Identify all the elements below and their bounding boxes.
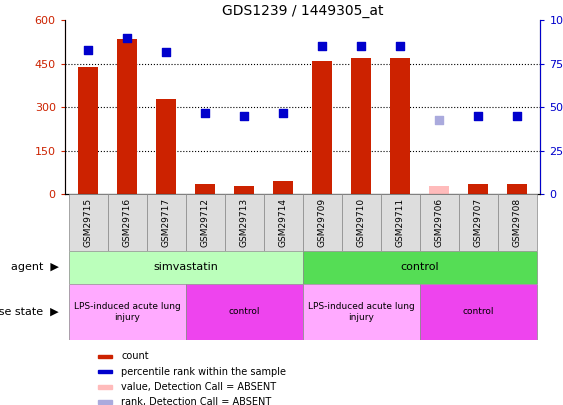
Bar [303, 194, 342, 251]
Bar [69, 194, 108, 251]
Bar [225, 194, 263, 251]
Bar [390, 58, 410, 194]
Text: GSM29712: GSM29712 [200, 198, 209, 247]
Point [84, 47, 93, 53]
Bar [69, 284, 186, 340]
Text: GSM29717: GSM29717 [162, 198, 171, 247]
Text: GSM29709: GSM29709 [318, 198, 327, 247]
Bar [468, 184, 488, 194]
Point [240, 113, 249, 119]
Text: GSM29716: GSM29716 [123, 198, 132, 247]
Text: count: count [122, 352, 149, 361]
Point [200, 109, 209, 116]
Text: control: control [462, 307, 494, 316]
Text: value, Detection Call = ABSENT: value, Detection Call = ABSENT [122, 382, 276, 392]
Bar [419, 284, 537, 340]
Text: GSM29708: GSM29708 [512, 198, 521, 247]
Bar [97, 370, 112, 373]
Bar [274, 181, 293, 194]
Text: GSM29710: GSM29710 [356, 198, 365, 247]
Point [435, 116, 444, 123]
Bar [146, 194, 186, 251]
Text: GSM29714: GSM29714 [279, 198, 288, 247]
Text: GSM29713: GSM29713 [240, 198, 249, 247]
Text: GSM29711: GSM29711 [396, 198, 405, 247]
Bar [498, 194, 537, 251]
Bar [186, 194, 225, 251]
Text: GSM29707: GSM29707 [473, 198, 482, 247]
Bar [234, 186, 254, 194]
Bar [97, 385, 112, 389]
Bar [78, 67, 98, 194]
Point [473, 113, 482, 119]
Bar [312, 61, 332, 194]
Bar [303, 251, 537, 284]
Bar [419, 194, 459, 251]
Bar [459, 194, 498, 251]
Point [396, 43, 405, 50]
Bar [381, 194, 419, 251]
Text: control: control [400, 262, 439, 272]
Point [318, 43, 327, 50]
Bar [97, 355, 112, 358]
Text: control: control [229, 307, 260, 316]
Text: percentile rank within the sample: percentile rank within the sample [122, 367, 287, 377]
Text: LPS-induced acute lung
injury: LPS-induced acute lung injury [308, 302, 414, 322]
Point [356, 43, 365, 50]
Text: GSM29715: GSM29715 [84, 198, 93, 247]
Bar [351, 58, 371, 194]
Bar [108, 194, 146, 251]
Text: GSM29706: GSM29706 [435, 198, 444, 247]
Bar [186, 284, 303, 340]
Bar [430, 185, 449, 194]
Text: rank, Detection Call = ABSENT: rank, Detection Call = ABSENT [122, 397, 272, 405]
Bar [507, 184, 527, 194]
Bar [97, 400, 112, 404]
Text: LPS-induced acute lung
injury: LPS-induced acute lung injury [74, 302, 181, 322]
Bar [195, 184, 215, 194]
Text: disease state  ▶: disease state ▶ [0, 307, 59, 317]
Title: GDS1239 / 1449305_at: GDS1239 / 1449305_at [222, 4, 383, 18]
Point [162, 48, 171, 55]
Bar [157, 99, 176, 194]
Point [279, 109, 288, 116]
Point [512, 113, 521, 119]
Bar [69, 251, 303, 284]
Text: agent  ▶: agent ▶ [11, 262, 59, 272]
Bar [263, 194, 303, 251]
Point [123, 34, 132, 41]
Bar [342, 194, 381, 251]
Bar [303, 284, 419, 340]
Text: simvastatin: simvastatin [153, 262, 218, 272]
Bar [118, 39, 137, 194]
